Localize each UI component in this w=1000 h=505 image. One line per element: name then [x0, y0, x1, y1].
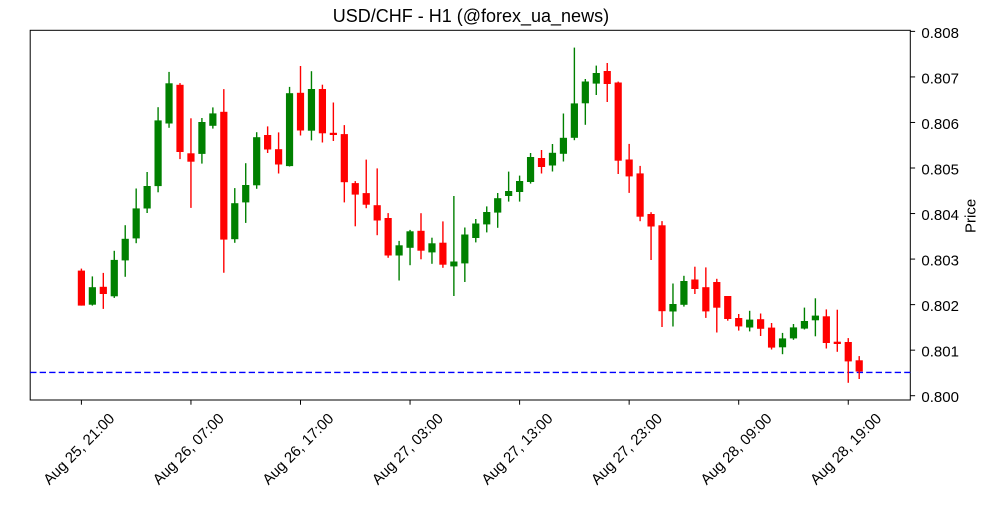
- svg-text:0.807: 0.807: [921, 70, 959, 87]
- svg-text:0.804: 0.804: [921, 207, 959, 224]
- svg-text:0.805: 0.805: [921, 161, 959, 178]
- svg-text:0.808: 0.808: [921, 25, 959, 42]
- svg-text:0.801: 0.801: [921, 344, 959, 361]
- svg-text:USD/CHF - H1 (@forex_ua_news): USD/CHF - H1 (@forex_ua_news): [333, 6, 609, 27]
- svg-text:0.800: 0.800: [921, 389, 959, 406]
- svg-text:Price: Price: [963, 199, 980, 233]
- svg-text:0.803: 0.803: [921, 252, 959, 269]
- svg-text:0.802: 0.802: [921, 298, 959, 315]
- svg-text:0.806: 0.806: [921, 116, 959, 133]
